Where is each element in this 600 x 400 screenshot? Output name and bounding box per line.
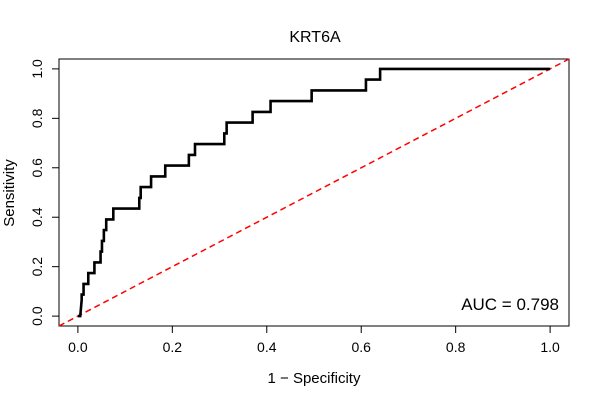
x-tick-label: 0.6 xyxy=(351,339,371,355)
chart-title: KRT6A xyxy=(289,29,341,46)
auc-annotation: AUC = 0.798 xyxy=(461,295,559,314)
y-axis: 0.0 0.2 0.4 0.6 0.8 1.0 xyxy=(29,59,60,326)
x-tick-label: 1.0 xyxy=(540,339,560,355)
x-tick-label: 0.8 xyxy=(446,339,466,355)
series-layer xyxy=(58,58,570,327)
roc-curve-line xyxy=(77,67,551,318)
y-tick-label: 0.4 xyxy=(29,207,45,227)
x-tick-label: 0.0 xyxy=(68,339,88,355)
y-tick-label: 1.0 xyxy=(29,59,45,79)
y-axis-label: Sensitivity xyxy=(1,159,18,227)
y-tick-label: 0.0 xyxy=(29,306,45,326)
x-tick-label: 0.4 xyxy=(257,339,277,355)
y-tick-label: 0.8 xyxy=(29,108,45,128)
x-axis: 0.0 0.2 0.4 0.6 0.8 1.0 xyxy=(68,325,560,355)
reference-diagonal-line xyxy=(58,58,570,327)
y-tick-label: 0.2 xyxy=(29,257,45,277)
plot-frame xyxy=(58,58,570,327)
x-axis-label: 1 − Specificity xyxy=(268,370,361,387)
y-tick-label: 0.6 xyxy=(29,158,45,178)
x-tick-label: 0.2 xyxy=(163,339,183,355)
